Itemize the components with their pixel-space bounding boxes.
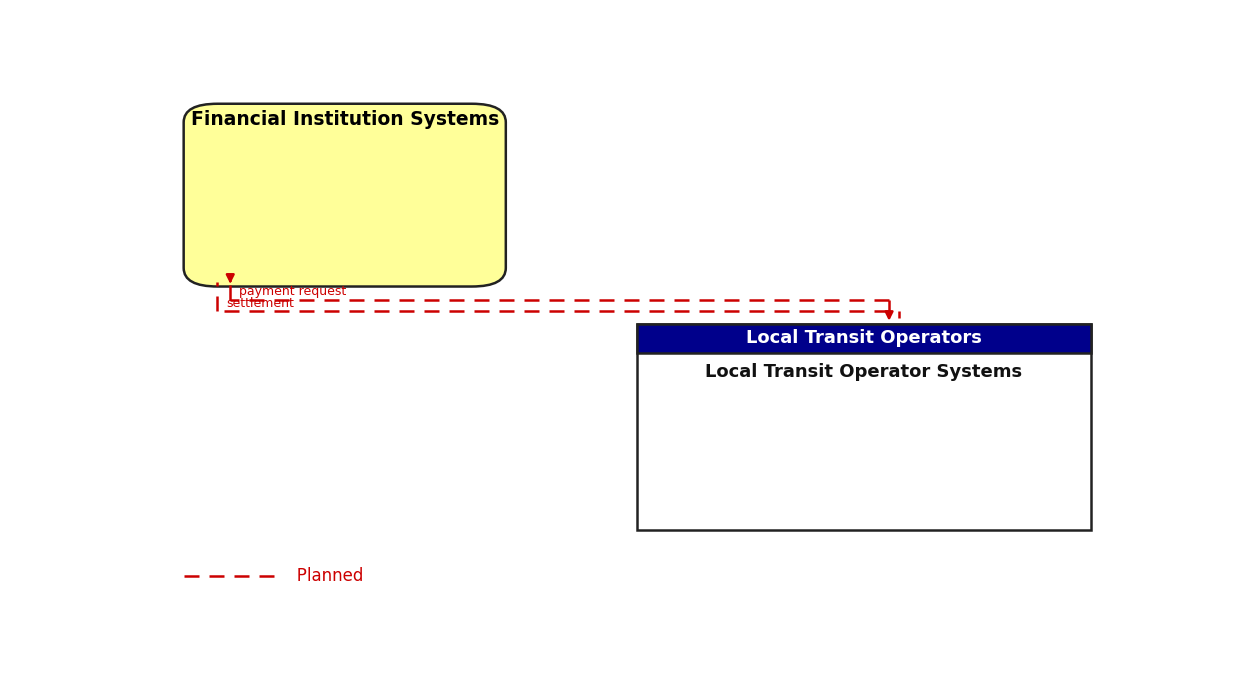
Bar [637,323,1090,353]
Text: Local Transit Operator Systems: Local Transit Operator Systems [705,363,1023,381]
Text: Local Transit Operators: Local Transit Operators [746,329,982,347]
Bar [637,323,1090,530]
Text: Planned: Planned [280,568,363,585]
Text: payment request: payment request [239,285,347,298]
Text: settlement: settlement [227,297,294,310]
Text: Financial Institution Systems: Financial Institution Systems [190,110,498,129]
FancyBboxPatch shape [184,104,506,286]
